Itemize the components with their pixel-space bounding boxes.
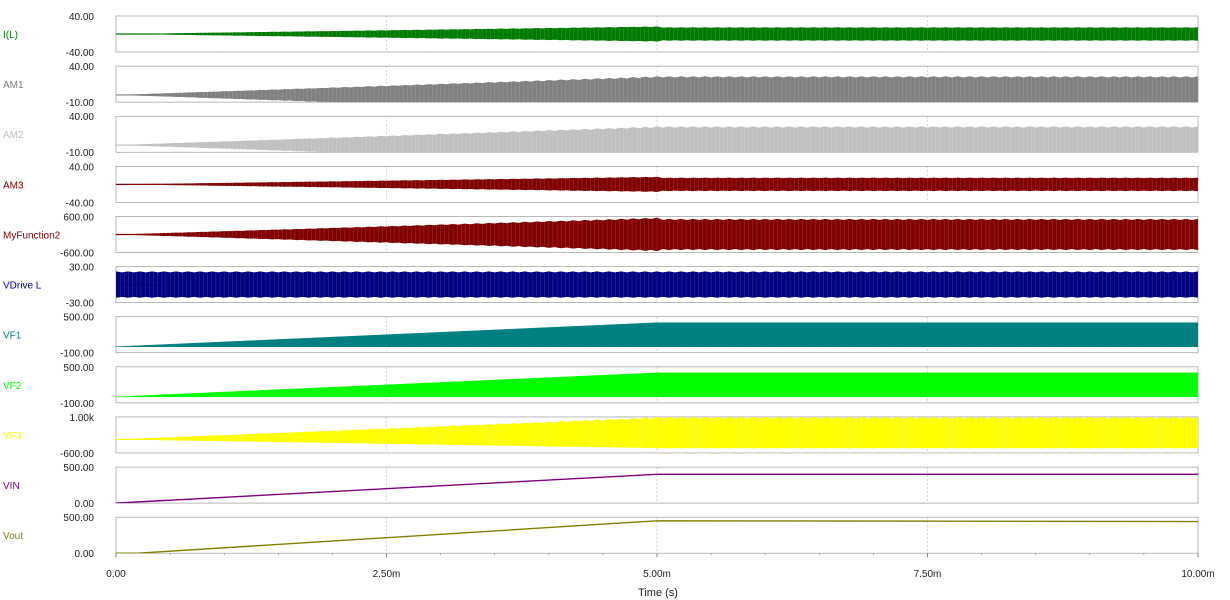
x-tick-label: 0.00 xyxy=(106,569,126,580)
y-max-tick-vf1: 500.00 xyxy=(63,313,94,324)
series-envelope-i-l xyxy=(116,26,1198,42)
y-min-tick-vdrive-l: -30.00 xyxy=(66,299,95,310)
x-axis-title: Time (s) xyxy=(638,587,678,599)
x-tick-label: 10.00m xyxy=(1181,569,1214,580)
x-axis: 0.00 2.50m 5.00m 7.50m 10.00m xyxy=(106,553,1215,580)
y-min-tick-am3: -40.00 xyxy=(66,198,95,209)
series-oscillation-vf3 xyxy=(116,416,1198,453)
series-label-am1: AM1 xyxy=(3,80,24,91)
y-max-tick-i-l: 40.00 xyxy=(69,12,94,23)
series-label-am2: AM2 xyxy=(3,130,24,141)
series-group-am3 xyxy=(116,166,1198,203)
y-min-tick-i-l: -40.00 xyxy=(66,48,95,59)
series-group-i-l xyxy=(116,16,1198,52)
series-label-vf2: VF2 xyxy=(3,381,22,392)
series-oscillation-am3 xyxy=(116,166,1198,203)
series-label-i-l: I(L) xyxy=(3,30,18,41)
y-max-tick-am1: 40.00 xyxy=(69,62,94,73)
series-label-vf1: VF1 xyxy=(3,331,22,342)
series-envelope-vf3 xyxy=(116,416,1198,449)
y-min-tick-vf3: -600.00 xyxy=(60,449,94,460)
series-group-vf2 xyxy=(116,372,1198,398)
series-group-vdrive-l xyxy=(116,266,1198,303)
series-group-vf3 xyxy=(116,416,1198,453)
series-label-am3: AM3 xyxy=(3,180,24,191)
y-min-tick-myfunction2: -600.00 xyxy=(60,248,94,259)
series-label-myfunction2: MyFunction2 xyxy=(3,230,61,241)
y-min-tick-vin: 0.00 xyxy=(75,499,95,510)
series-label-vin: VIN xyxy=(3,481,20,492)
x-tick-label: 5.00m xyxy=(643,569,671,580)
series-group-am1 xyxy=(116,66,1198,103)
series-envelope-myfunction2 xyxy=(116,217,1198,252)
y-max-tick-vf3: 1.00k xyxy=(70,413,95,424)
y-max-tick-vin: 500.00 xyxy=(63,463,94,474)
series-oscillation-am1 xyxy=(116,66,1198,103)
series-envelope-vdrive-l xyxy=(116,271,1198,298)
series-label-vout: Vout xyxy=(3,531,23,542)
series-group-vf1 xyxy=(116,322,1198,347)
series-area-vf1 xyxy=(116,322,1198,347)
series-oscillation-am2 xyxy=(116,116,1198,153)
series-label-vdrive-l: VDrive L xyxy=(3,281,42,292)
y-min-tick-vf2: -100.00 xyxy=(60,399,94,410)
series-oscillation-vdrive-l xyxy=(116,266,1198,303)
plots-layer xyxy=(116,16,1198,554)
labels-layer: I(L) 40.00 -40.00 AM1 40.00 -10.00 AM2 40.00 -10… xyxy=(3,12,95,560)
y-max-tick-myfunction2: 600.00 xyxy=(63,212,94,223)
x-tick-label: 2.50m xyxy=(373,569,401,580)
y-max-tick-vdrive-l: 30.00 xyxy=(69,263,94,274)
series-oscillation-i-l xyxy=(116,16,1198,52)
series-group-am2 xyxy=(116,116,1198,153)
series-area-vf2 xyxy=(116,372,1198,398)
y-min-tick-am1: -10.00 xyxy=(66,98,95,109)
series-group-vout xyxy=(116,520,1198,554)
y-min-tick-am2: -10.00 xyxy=(66,148,95,159)
y-max-tick-vf2: 500.00 xyxy=(63,363,94,374)
series-group-myfunction2 xyxy=(116,216,1198,253)
series-line-vin xyxy=(116,473,1198,504)
series-label-vf3: VF3 xyxy=(3,431,22,442)
series-line-vout xyxy=(116,520,1198,554)
series-group-vin xyxy=(116,473,1198,504)
y-min-tick-vf1: -100.00 xyxy=(60,349,94,360)
y-max-tick-vout: 500.00 xyxy=(63,513,94,524)
series-oscillation-myfunction2 xyxy=(116,216,1198,253)
y-max-tick-am2: 40.00 xyxy=(69,112,94,123)
series-envelope-am3 xyxy=(116,176,1198,193)
series-envelope-am1 xyxy=(116,76,1198,103)
y-max-tick-am3: 40.00 xyxy=(69,162,94,173)
x-tick-label: 7.50m xyxy=(914,569,942,580)
y-min-tick-vout: 0.00 xyxy=(75,549,95,560)
series-envelope-am2 xyxy=(116,126,1198,153)
